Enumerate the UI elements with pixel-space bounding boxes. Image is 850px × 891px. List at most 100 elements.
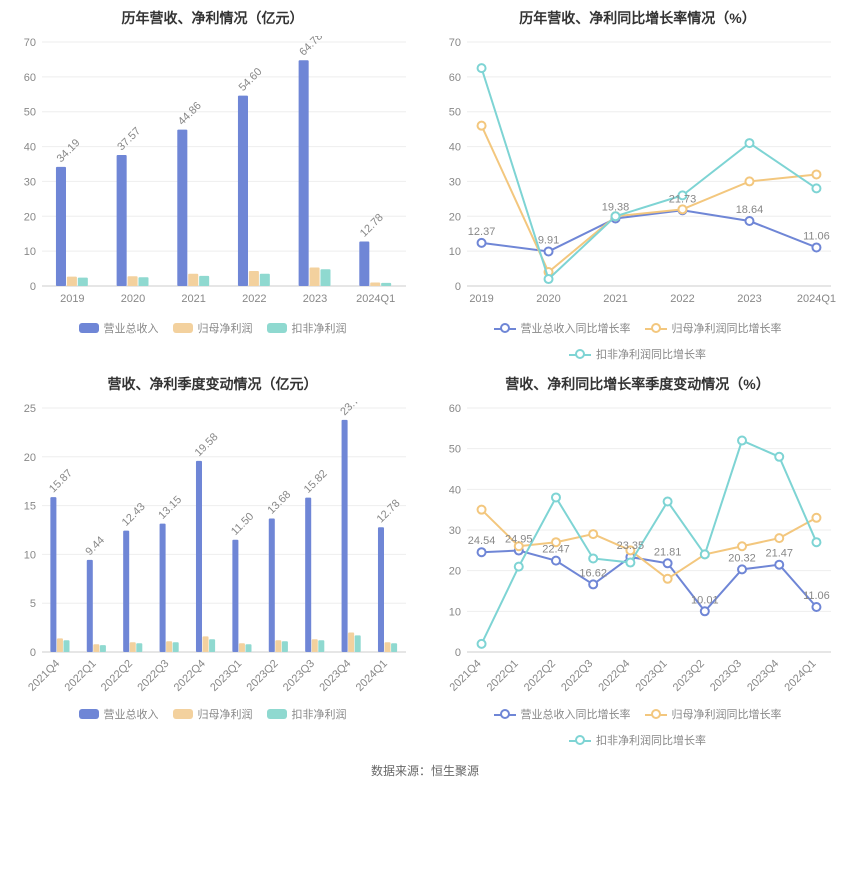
legend-label: 营业总收入同比增长率 [521, 320, 631, 336]
chart-bottom-left: 营收、净利季度变动情况（亿元） 05101520252021Q415.87202… [0, 366, 425, 752]
svg-text:2021: 2021 [603, 293, 627, 305]
svg-text:2022Q2: 2022Q2 [522, 658, 558, 694]
svg-text:2020: 2020 [121, 293, 145, 305]
svg-text:2023Q3: 2023Q3 [281, 658, 317, 694]
legend-item: 归母净利润 [173, 706, 253, 722]
svg-text:19.38: 19.38 [602, 201, 630, 213]
svg-text:44.86: 44.86 [176, 100, 204, 128]
svg-text:40: 40 [449, 484, 461, 496]
dashboard-grid: 历年营收、净利情况（亿元） 010203040506070201934.1920… [0, 0, 850, 752]
svg-text:0: 0 [455, 647, 461, 659]
legend-swatch [79, 709, 99, 719]
legend-swatch [267, 323, 287, 333]
svg-text:5: 5 [30, 598, 36, 610]
svg-text:60: 60 [449, 403, 461, 415]
svg-text:37.57: 37.57 [115, 125, 143, 153]
legend-swatch [173, 709, 193, 719]
svg-text:20: 20 [449, 211, 461, 223]
legend-swatch [569, 349, 591, 359]
svg-text:24.95: 24.95 [505, 534, 533, 546]
svg-text:34.19: 34.19 [55, 137, 83, 165]
svg-text:2024Q1: 2024Q1 [782, 658, 818, 694]
legend-label: 归母净利润 [198, 320, 253, 336]
svg-text:9.91: 9.91 [538, 234, 559, 246]
legend-item: 归母净利润 [173, 320, 253, 336]
legend-item: 扣非净利润同比增长率 [569, 346, 706, 362]
legend-item: 扣非净利润 [267, 706, 347, 722]
svg-text:2020: 2020 [536, 293, 560, 305]
svg-text:15: 15 [24, 501, 36, 513]
svg-text:2024Q1: 2024Q1 [356, 293, 395, 305]
svg-text:54.60: 54.60 [237, 66, 265, 94]
legend: 营业总收入同比增长率 归母净利润同比增长率扣非净利润同比增长率 [431, 706, 844, 748]
legend-swatch [267, 709, 287, 719]
svg-text:2021Q4: 2021Q4 [448, 658, 484, 694]
chart-title: 营收、净利同比增长率季度变动情况（%） [431, 374, 844, 394]
legend-label: 归母净利润 [198, 706, 253, 722]
svg-text:70: 70 [24, 37, 36, 49]
svg-text:2023Q1: 2023Q1 [634, 658, 670, 694]
svg-text:50: 50 [449, 444, 461, 456]
svg-text:12.78: 12.78 [375, 497, 403, 525]
legend-item: 归母净利润同比增长率 [645, 320, 782, 336]
svg-text:15.82: 15.82 [302, 468, 330, 496]
svg-text:2022Q4: 2022Q4 [172, 658, 208, 694]
data-source-footer: 数据来源：恒生聚源 [0, 752, 850, 793]
legend-swatch [79, 323, 99, 333]
svg-text:2022Q3: 2022Q3 [135, 658, 171, 694]
svg-text:2023Q3: 2023Q3 [708, 658, 744, 694]
svg-text:10: 10 [24, 549, 36, 561]
legend-item: 归母净利润同比增长率 [645, 706, 782, 722]
svg-text:2022Q3: 2022Q3 [559, 658, 595, 694]
legend-label: 营业总收入 [104, 706, 159, 722]
line-chart: 010203040506070201920202021202220232024Q… [431, 36, 844, 316]
svg-text:21.73: 21.73 [669, 193, 697, 205]
bar-chart: 05101520252021Q415.872022Q19.442022Q212.… [6, 402, 419, 702]
svg-text:0: 0 [30, 647, 36, 659]
svg-text:2022: 2022 [242, 293, 266, 305]
svg-text:13.68: 13.68 [265, 489, 293, 517]
svg-text:2023Q2: 2023Q2 [671, 658, 707, 694]
svg-text:64.78: 64.78 [297, 36, 325, 58]
bar-chart: 010203040506070201934.19202037.57202144.… [6, 36, 419, 316]
svg-text:10: 10 [449, 606, 461, 618]
svg-text:10.01: 10.01 [691, 594, 719, 606]
legend: 营业总收入 归母净利润扣非净利润 [6, 706, 419, 722]
svg-text:50: 50 [449, 107, 461, 119]
svg-text:12.37: 12.37 [468, 226, 496, 238]
svg-text:18.64: 18.64 [736, 204, 764, 216]
legend-item: 扣非净利润同比增长率 [569, 732, 706, 748]
svg-text:19.58: 19.58 [193, 431, 221, 459]
legend-item: 营业总收入同比增长率 [494, 320, 631, 336]
svg-text:2021: 2021 [181, 293, 205, 305]
legend-swatch [645, 709, 667, 719]
legend: 营业总收入 归母净利润 扣非净利润 [6, 320, 419, 336]
svg-text:20.32: 20.32 [728, 552, 756, 564]
svg-text:21.81: 21.81 [654, 546, 682, 558]
svg-text:50: 50 [24, 107, 36, 119]
legend-label: 扣非净利润 [292, 320, 347, 336]
chart-bottom-right: 营收、净利同比增长率季度变动情况（%） 01020304050602021Q42… [425, 366, 850, 752]
svg-text:70: 70 [449, 37, 461, 49]
svg-text:2023Q2: 2023Q2 [245, 658, 281, 694]
legend-label: 归母净利润同比增长率 [672, 706, 782, 722]
legend-swatch [645, 323, 667, 333]
svg-text:20: 20 [24, 211, 36, 223]
legend-item: 营业总收入同比增长率 [494, 706, 631, 722]
svg-text:23.35: 23.35 [617, 540, 645, 552]
svg-text:20: 20 [24, 452, 36, 464]
legend-item: 营业总收入 [79, 320, 159, 336]
svg-text:2019: 2019 [60, 293, 84, 305]
svg-text:0: 0 [455, 281, 461, 293]
svg-text:10: 10 [449, 246, 461, 258]
chart-title: 历年营收、净利同比增长率情况（%） [431, 8, 844, 28]
legend-swatch [569, 735, 591, 745]
svg-text:24.54: 24.54 [468, 535, 496, 547]
svg-text:2021Q4: 2021Q4 [26, 658, 62, 694]
svg-text:2023: 2023 [303, 293, 327, 305]
svg-text:23.78: 23.78 [338, 402, 366, 418]
chart-top-left: 历年营收、净利情况（亿元） 010203040506070201934.1920… [0, 0, 425, 366]
legend-swatch [494, 323, 516, 333]
svg-text:60: 60 [449, 72, 461, 84]
legend-swatch [494, 709, 516, 719]
